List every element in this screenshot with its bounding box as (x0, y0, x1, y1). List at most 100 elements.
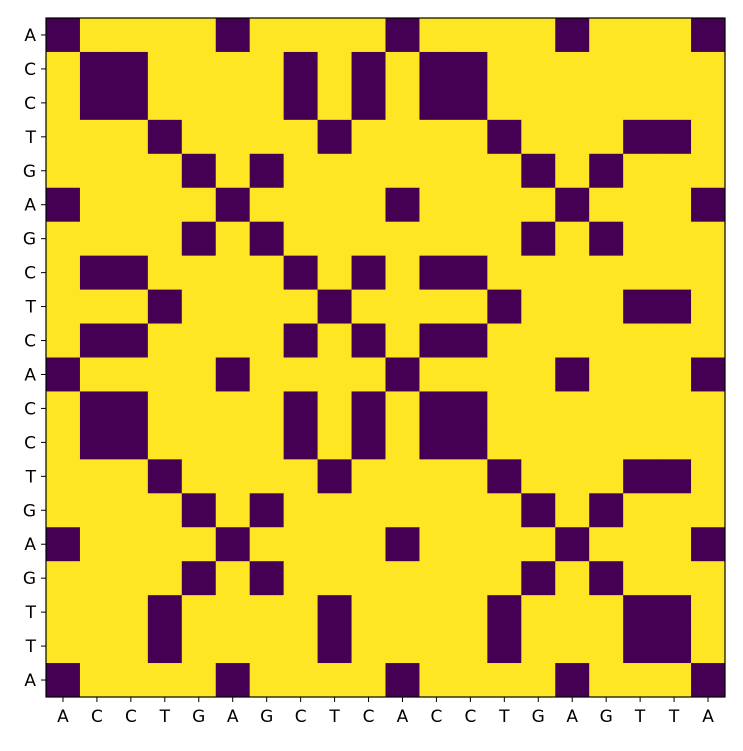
heatmap-cell (385, 187, 420, 223)
heatmap-cell (215, 85, 251, 121)
heatmap-cell (113, 561, 149, 596)
heatmap-cell (351, 561, 386, 596)
heatmap-cell (419, 357, 454, 392)
heatmap-cell (555, 119, 590, 155)
heatmap-cell (419, 527, 454, 562)
heatmap-cell (147, 629, 183, 664)
heatmap-cell (385, 425, 420, 460)
heatmap-cell (385, 357, 420, 392)
heatmap-cell (283, 425, 319, 460)
heatmap-cell (589, 391, 624, 426)
heatmap-cell (453, 221, 488, 257)
heatmap-cell (215, 323, 251, 358)
heatmap-cell (181, 153, 217, 189)
heatmap-cell (249, 357, 285, 392)
heatmap-cell (46, 629, 81, 664)
heatmap-cell (249, 527, 285, 562)
heatmap-cell (113, 629, 149, 664)
heatmap-cell (317, 153, 353, 189)
heatmap-cell (79, 18, 115, 53)
heatmap-cell (181, 51, 217, 87)
heatmap-cell (487, 391, 522, 426)
heatmap-cell (521, 391, 556, 426)
heatmap-cell (453, 391, 488, 426)
heatmap-cell (181, 493, 217, 528)
heatmap-cell (589, 595, 624, 630)
heatmap-cell (113, 425, 149, 460)
heatmap-cell (385, 153, 420, 189)
heatmap-cell (215, 493, 251, 528)
heatmap-cell (555, 51, 590, 87)
heatmap-cell (46, 119, 81, 155)
heatmap-cell (317, 323, 353, 358)
heatmap-cell (691, 425, 726, 460)
heatmap-cell (317, 425, 353, 460)
heatmap-cell (657, 425, 692, 460)
y-tick-label: A (24, 671, 36, 691)
heatmap-cell (147, 18, 183, 53)
heatmap-cell (555, 493, 590, 528)
x-tick-label: C (91, 707, 103, 727)
x-tick-label: C (125, 707, 137, 727)
heatmap-cell (487, 425, 522, 460)
heatmap-cell (691, 187, 726, 223)
heatmap-cell (317, 255, 353, 291)
heatmap-cell (453, 85, 488, 121)
heatmap-cell (555, 255, 590, 291)
heatmap-cell (317, 527, 353, 562)
heatmap-cell (215, 595, 251, 630)
heatmap-cell (555, 357, 590, 392)
heatmap-cell (79, 527, 115, 562)
heatmap-cell (317, 119, 353, 155)
heatmap-cell (351, 187, 386, 223)
heatmap-cell (283, 221, 319, 257)
heatmap-cell (521, 119, 556, 155)
heatmap-cell (317, 561, 353, 596)
heatmap-cell (385, 459, 420, 494)
heatmap-cell (317, 459, 353, 494)
heatmap-cell (46, 153, 81, 189)
heatmap-cell (453, 459, 488, 494)
x-tick-label: T (498, 707, 510, 727)
heatmap-cell (351, 153, 386, 189)
heatmap-cell (657, 663, 692, 698)
heatmap-cell (215, 18, 251, 53)
heatmap-cell (249, 629, 285, 664)
heatmap-cell (317, 187, 353, 223)
heatmap-cell (555, 663, 590, 698)
y-tick-label: T (25, 467, 37, 487)
heatmap-cell (181, 459, 217, 494)
heatmap-cell (385, 561, 420, 596)
heatmap-cell (691, 527, 726, 562)
heatmap-cell (657, 595, 692, 630)
heatmap-cell (589, 85, 624, 121)
heatmap-cell (657, 85, 692, 121)
heatmap-cell (317, 629, 353, 664)
heatmap-cell (623, 663, 658, 698)
heatmap-cell (555, 391, 590, 426)
heatmap-cell (385, 527, 420, 562)
heatmap-cell (589, 629, 624, 664)
heatmap-cell (351, 323, 386, 358)
heatmap-cell (589, 119, 624, 155)
x-tick-label: A (397, 707, 409, 727)
heatmap-cell (487, 493, 522, 528)
heatmap-cell (249, 323, 285, 358)
heatmap-cell (79, 391, 115, 426)
heatmap-cell (691, 85, 726, 121)
heatmap-cell (657, 255, 692, 291)
heatmap-cell (215, 357, 251, 392)
heatmap-cell (283, 119, 319, 155)
heatmap-cell (555, 289, 590, 325)
heatmap-cell (521, 459, 556, 494)
heatmap-cell (283, 493, 319, 528)
heatmap-cell (657, 459, 692, 494)
heatmap-cell (249, 391, 285, 426)
heatmap-cell (623, 221, 658, 257)
heatmap-cell (555, 527, 590, 562)
heatmap-cell (181, 323, 217, 358)
heatmap-cell (283, 323, 319, 358)
heatmap-cell (249, 595, 285, 630)
heatmap-cell (487, 18, 522, 53)
heatmap-cell (487, 561, 522, 596)
